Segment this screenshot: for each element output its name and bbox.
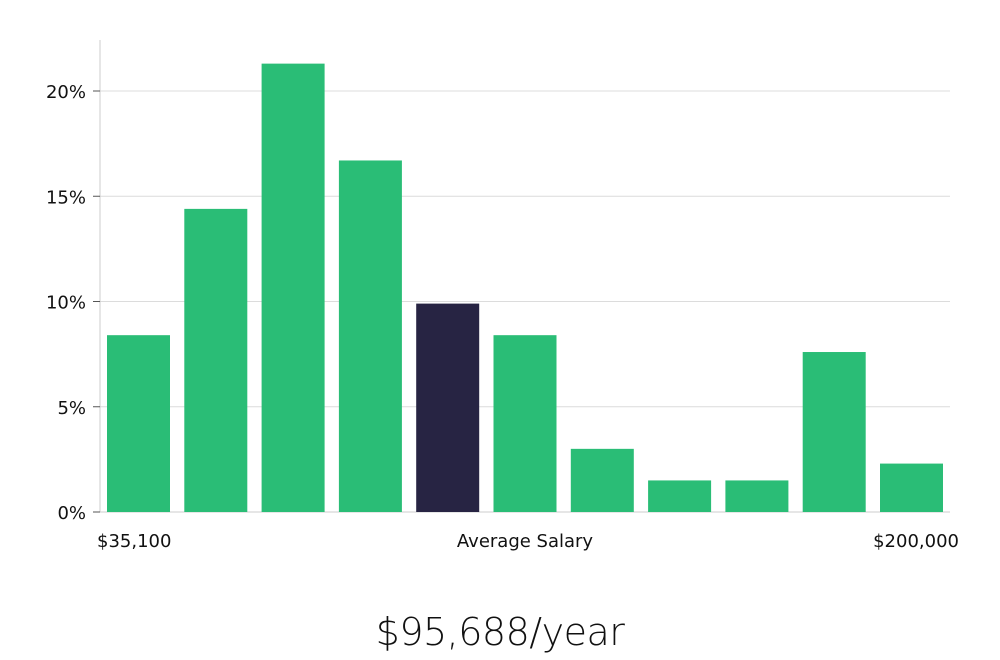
bar[interactable] bbox=[802, 352, 866, 512]
x-axis-title: Average Salary bbox=[457, 531, 594, 552]
bar[interactable] bbox=[184, 208, 248, 512]
bars bbox=[107, 63, 943, 512]
y-tick-label: 20% bbox=[46, 82, 86, 103]
y-tick-label: 0% bbox=[57, 503, 86, 524]
bar[interactable] bbox=[107, 335, 170, 512]
x-min-label: $35,100 bbox=[97, 531, 171, 552]
salary-distribution-chart: 0% 5% 10% 15% 20% $35,100 Average Salary $20… bbox=[46, 40, 959, 552]
average-salary-value: $95,688/year bbox=[375, 610, 625, 654]
y-tick-labels: 0% 5% 10% 15% 20% bbox=[46, 82, 100, 524]
bar[interactable] bbox=[261, 63, 325, 512]
bar[interactable] bbox=[725, 480, 789, 512]
bar[interactable] bbox=[648, 480, 712, 512]
bar[interactable] bbox=[338, 160, 402, 512]
bar[interactable] bbox=[570, 448, 634, 512]
y-tick-label: 10% bbox=[46, 293, 86, 314]
y-tick-label: 15% bbox=[46, 187, 86, 208]
bar[interactable] bbox=[493, 335, 557, 512]
bar[interactable] bbox=[880, 463, 943, 512]
x-max-label: $200,000 bbox=[873, 531, 959, 552]
y-tick-label: 5% bbox=[57, 398, 86, 419]
bar-average-salary[interactable] bbox=[416, 303, 480, 512]
